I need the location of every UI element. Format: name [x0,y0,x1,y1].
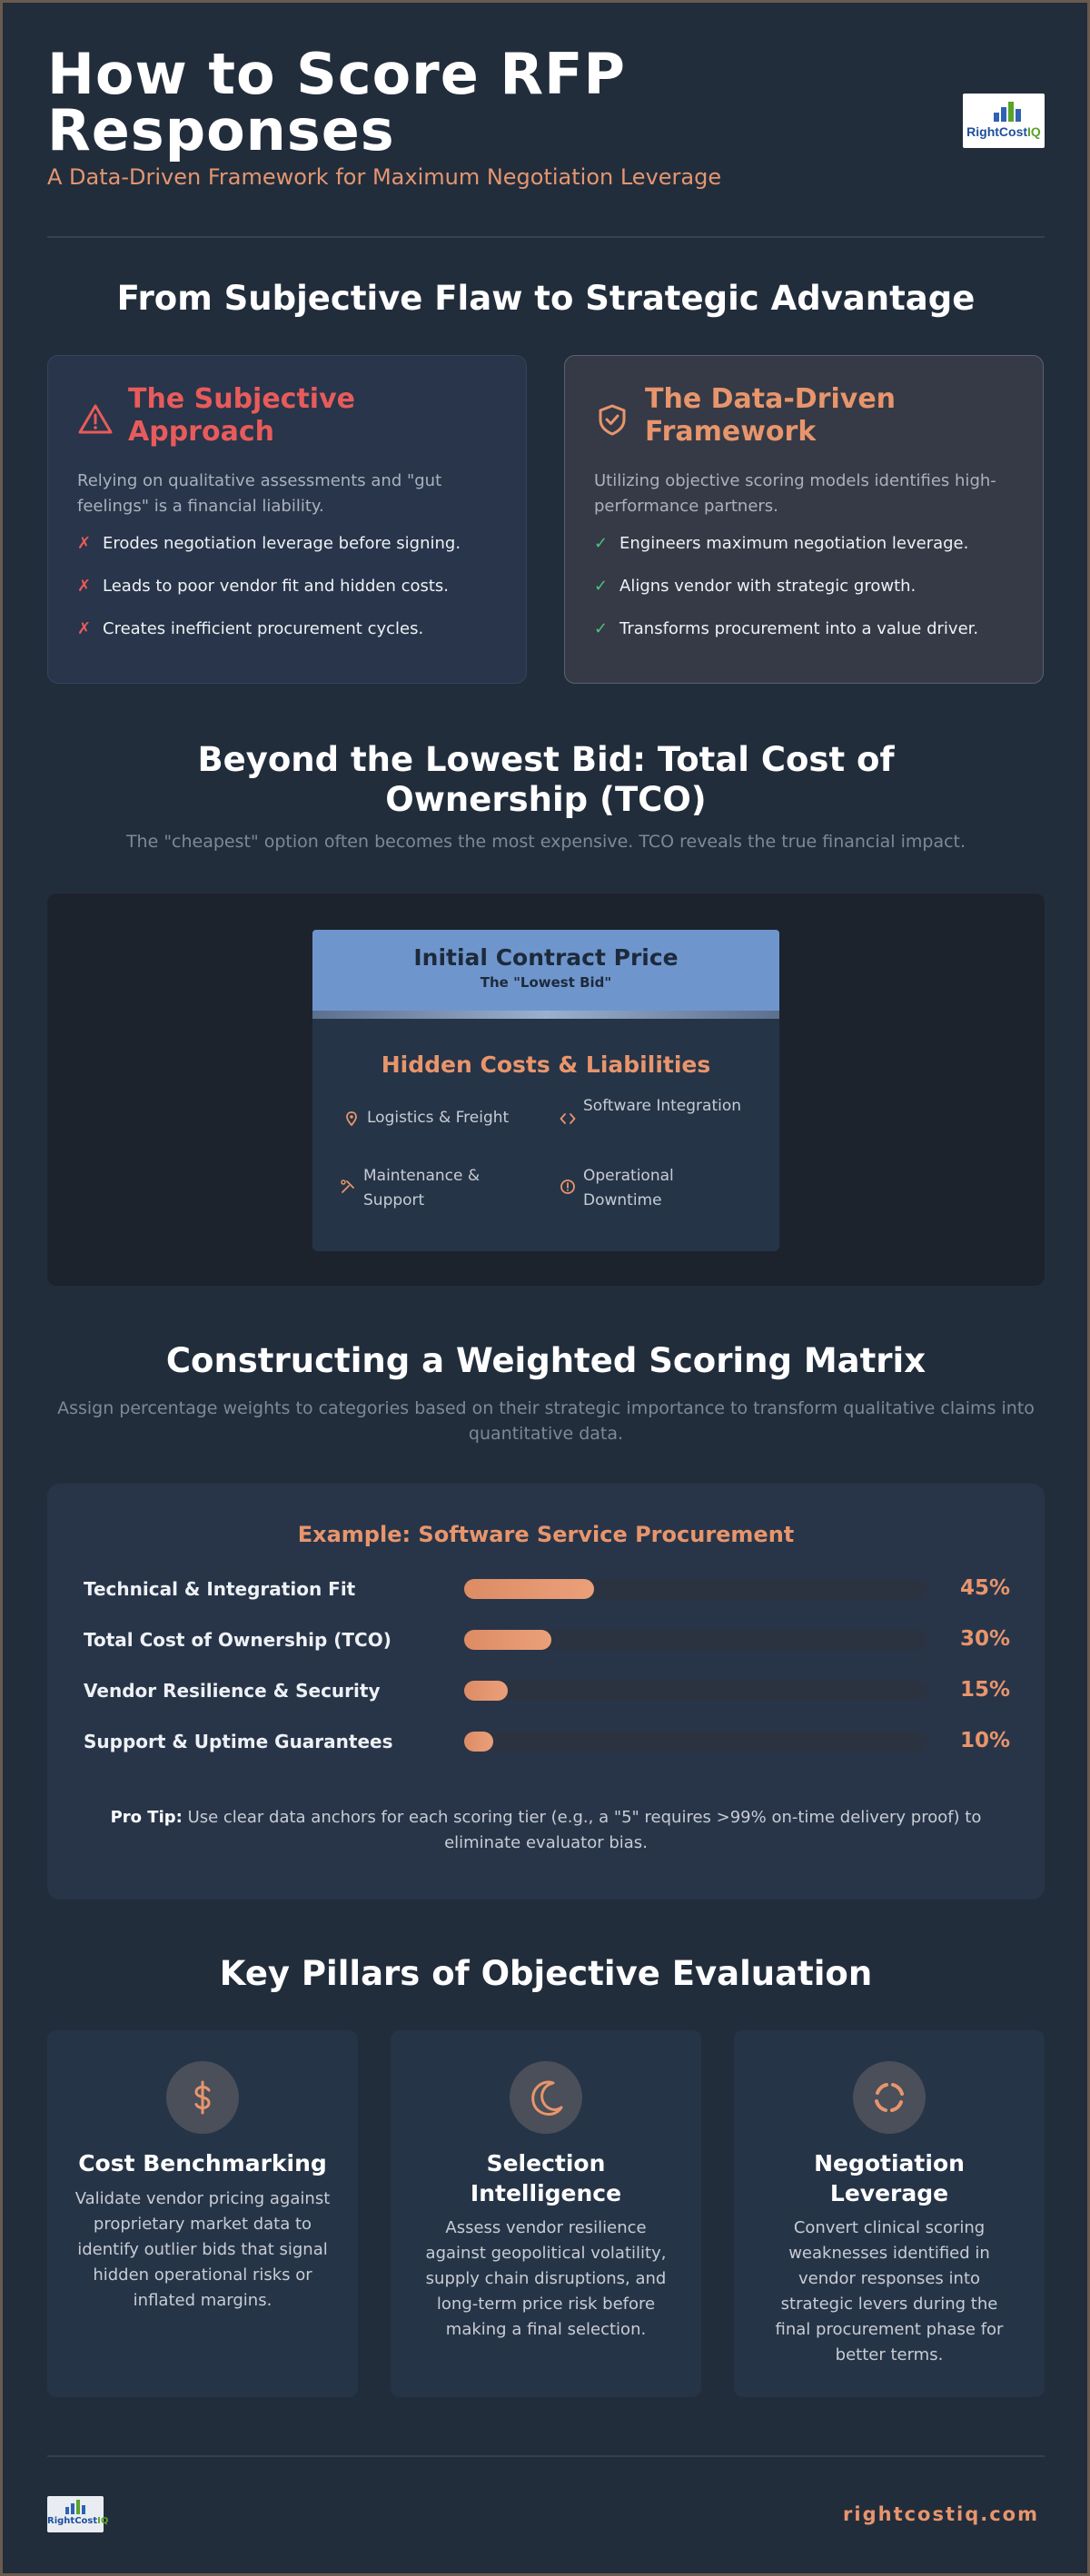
page-subtitle: A Data-Driven Framework for Maximum Nego… [47,164,722,190]
logo-bars-icon [994,102,1021,122]
data-driven-card: The Data-Driven Framework Utilizing obje… [564,355,1044,684]
list-item: ✗ Leads to poor vendor fit and hidden cos… [77,575,497,598]
comparison-title: From Subjective Flaw to Strategic Advant… [116,279,976,318]
footer-logo-wordmark: RightCostIQ [47,2516,109,2526]
weight-percent: 45% [959,1576,1010,1600]
subjective-title: The Subjective Approach [128,383,355,448]
list-item: ✓ Aligns vendor with strategic growth. [594,575,1014,598]
data-driven-title: The Data-Driven Framework [645,383,897,448]
pro-tip: Pro Tip: Use clear data anchors for each… [110,1808,982,1852]
cross-icon: ✗ [77,577,92,596]
footer-logo: RightCostIQ [47,2496,109,2532]
weight-bar-track [464,1732,927,1752]
brand-logo: RightCostIQ [963,94,1045,148]
refresh-icon [875,2083,904,2112]
pillar-body: Assess vendor resilience against geopoli… [425,2218,667,2339]
moon-icon [531,2080,563,2116]
hidden-cost-item: Operational Downtime [560,1164,750,1213]
weight-bar-fill [464,1681,508,1701]
matrix-row-label: Technical & Integration Fit [84,1578,356,1600]
pillar-card-selection-intelligence: Selection Intelligence Assess vendor res… [391,2030,701,2397]
weight-bar-track [464,1579,927,1599]
check-icon: ✓ [594,577,609,596]
warning-triangle-icon [78,404,113,434]
cross-icon: ✗ [77,534,92,553]
data-driven-points: ✓ Engineers maximum negotiation leverage.… [594,532,1014,641]
dollar-icon [194,2080,211,2115]
shield-check-icon [599,404,626,436]
header: How to Score RFP Responses A Data-Driven… [47,46,1045,228]
footer-divider [47,2455,1045,2457]
check-icon: ✓ [594,534,609,553]
infographic-page: How to Score RFP Responses A Data-Driven… [3,3,1087,2573]
list-item: ✗ Creates inefficient procurement cycles. [77,617,497,641]
data-driven-description: Utilizing objective scoring models ident… [594,471,996,516]
weight-bar-fill [464,1732,493,1752]
tco-subtitle: The "cheapest" option often becomes the … [125,832,966,852]
subjective-description: Relying on qualitative assessments and "… [77,471,442,516]
pillar-body: Validate vendor pricing against propriet… [74,2189,331,2310]
cross-icon: ✗ [77,619,92,638]
check-icon: ✓ [594,619,609,638]
weight-bar-track [464,1681,927,1701]
matrix-row-label: Vendor Resilience & Security [84,1680,381,1702]
matrix-row-label: Support & Uptime Guarantees [84,1731,393,1752]
hidden-cost-item: Software Integration [560,1094,750,1124]
page-title: How to Score RFP Responses [47,41,626,163]
initial-price-subtitle: The "Lowest Bid" [480,974,612,991]
location-pin-icon [346,1111,357,1127]
pillars-title: Key Pillars of Objective Evaluation [219,1954,873,1993]
pillar-card-negotiation-leverage: Negotiation Leverage Convert clinical sc… [734,2030,1045,2397]
matrix-subtitle: Assign percentage weights to categories … [57,1398,1035,1444]
weight-bar-track [464,1630,927,1650]
weight-percent: 15% [959,1678,1010,1702]
tco-iceberg-panel: Initial Contract Price The "Lowest Bid" … [47,893,1045,1286]
initial-price-block: Initial Contract Price The "Lowest Bid" [312,930,779,1012]
matrix-title: Constructing a Weighted Scoring Matrix [165,1341,926,1380]
subjective-points: ✗ Erodes negotiation leverage before sign… [77,532,497,641]
logo-bars-icon [65,2500,85,2514]
example-title: Example: Software Service Procurement [297,1522,795,1547]
weight-bar-fill [464,1630,551,1650]
pillar-title: Selection Intelligence [470,2150,622,2206]
matrix-row-label: Total Cost of Ownership (TCO) [84,1629,391,1651]
logo-wordmark: RightCostIQ [966,124,1041,139]
divider [47,236,1045,238]
tools-icon [341,1179,354,1193]
list-item: ✓ Transforms procurement into a value dri… [594,617,1014,641]
website-link[interactable]: rightcostiq.com [843,2503,1039,2525]
waterline [312,1011,779,1019]
weight-bar-fill [464,1579,594,1599]
hidden-cost-item: Maintenance & Support [340,1164,530,1213]
code-icon [560,1113,576,1124]
pillar-title: Cost Benchmarking [78,2150,327,2176]
weight-percent: 10% [959,1729,1010,1752]
alert-circle-icon [560,1179,575,1194]
subjective-approach-card: The Subjective Approach Relying on quali… [47,355,527,684]
hidden-costs-title: Hidden Costs & Liabilities [381,1051,711,1078]
initial-price-title: Initial Contract Price [413,944,679,971]
pillar-card-cost-benchmarking: Cost Benchmarking Validate vendor pricin… [47,2030,358,2397]
list-item: ✓ Engineers maximum negotiation leverage. [594,532,1014,556]
weight-percent: 30% [959,1627,1010,1651]
pillar-title: Negotiation Leverage [814,2150,965,2206]
list-item: ✗ Erodes negotiation leverage before sign… [77,532,497,556]
pillar-body: Convert clinical scoring weaknesses iden… [775,2218,1004,2364]
tco-title: Beyond the Lowest Bid: Total Cost of Own… [197,740,895,819]
hidden-costs-block: Hidden Costs & Liabilities Logistics & F… [312,1019,779,1251]
hidden-cost-item: Logistics & Freight [343,1106,534,1130]
scoring-matrix: Example: Software Service Procurement Pr… [47,1484,1045,1900]
